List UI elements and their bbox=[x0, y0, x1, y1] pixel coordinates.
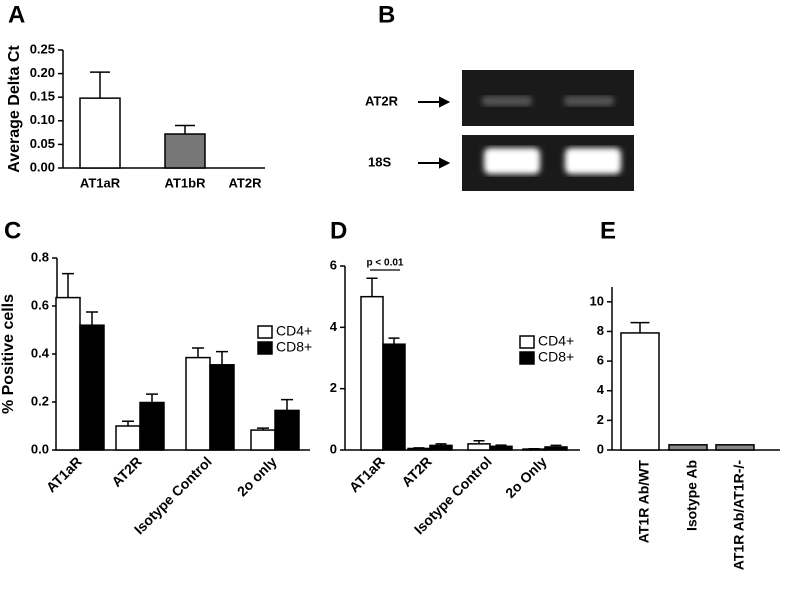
bar bbox=[165, 134, 205, 168]
bar bbox=[140, 402, 164, 450]
bar bbox=[275, 410, 299, 450]
x-tick-label: AT2R bbox=[229, 175, 263, 190]
y-tick-label: 6 bbox=[597, 353, 604, 368]
gel-row-label: 18S bbox=[368, 154, 391, 169]
panel-label: C bbox=[4, 217, 21, 244]
bar bbox=[210, 365, 234, 450]
y-tick-label: 0.10 bbox=[30, 112, 55, 127]
y-tick-label: 4 bbox=[330, 319, 338, 334]
bar bbox=[80, 325, 104, 450]
bar bbox=[251, 430, 275, 450]
annotation: p < 0.01 bbox=[367, 258, 404, 269]
panel-label: D bbox=[330, 217, 347, 244]
y-tick-label: 0.2 bbox=[31, 393, 49, 408]
x-tick-label: 2o only bbox=[234, 453, 280, 499]
y-tick-label: 0.6 bbox=[31, 297, 49, 312]
y-tick-label: 2 bbox=[597, 412, 604, 427]
x-tick-label: Isotype Ab bbox=[684, 460, 700, 531]
bar bbox=[621, 333, 659, 450]
y-tick-label: 0.20 bbox=[30, 65, 55, 80]
bar bbox=[383, 344, 405, 450]
legend-swatch bbox=[520, 336, 534, 348]
error-bar bbox=[367, 278, 378, 296]
legend-label: CD8+ bbox=[538, 349, 574, 365]
error-bar bbox=[631, 323, 650, 333]
y-tick-label: 6 bbox=[330, 257, 337, 272]
bar bbox=[468, 444, 490, 450]
legend-swatch bbox=[520, 352, 534, 364]
panel-label: B bbox=[378, 1, 395, 28]
bar bbox=[408, 448, 430, 450]
legend-label: CD4+ bbox=[276, 323, 312, 339]
panel-label: A bbox=[8, 1, 25, 28]
bar bbox=[716, 445, 754, 450]
error-bar bbox=[90, 72, 110, 98]
bar bbox=[669, 445, 707, 450]
bar bbox=[80, 98, 120, 168]
error-bar bbox=[216, 352, 228, 365]
x-tick-label: AT2R bbox=[398, 453, 434, 489]
y-tick-label: 0 bbox=[330, 441, 337, 456]
error-bar bbox=[175, 126, 195, 134]
x-tick-label: AT1R Ab/WT bbox=[636, 460, 652, 544]
legend-swatch bbox=[258, 326, 272, 338]
y-tick-label: 0.4 bbox=[31, 345, 50, 360]
y-tick-label: 0 bbox=[597, 441, 604, 456]
bar bbox=[186, 358, 210, 450]
bar bbox=[545, 447, 567, 450]
x-tick-label: 2o Only bbox=[502, 453, 550, 501]
gel-row-label: AT2R bbox=[365, 93, 399, 108]
error-bar bbox=[62, 274, 74, 298]
x-tick-label: AT1aR bbox=[43, 453, 85, 495]
y-tick-label: 2 bbox=[330, 380, 337, 395]
error-bar bbox=[192, 348, 204, 358]
error-bar bbox=[86, 312, 98, 325]
panel-label: E bbox=[600, 217, 616, 244]
error-bar bbox=[146, 394, 158, 402]
y-tick-label: 0.25 bbox=[30, 41, 55, 56]
bar bbox=[116, 426, 140, 450]
bar bbox=[361, 297, 383, 450]
x-tick-label: AT2R bbox=[108, 453, 144, 489]
x-tick-label: AT1bR bbox=[165, 175, 207, 190]
y-tick-label: 0.05 bbox=[30, 136, 55, 151]
x-tick-label: AT1R Ab/AT1R-/- bbox=[731, 460, 747, 571]
error-bar bbox=[389, 338, 400, 344]
y-axis-label: % Positive cells bbox=[0, 294, 17, 414]
gel-image bbox=[462, 70, 634, 191]
y-axis-label: Average Delta Ct bbox=[6, 45, 23, 173]
bar bbox=[56, 298, 80, 450]
y-tick-label: 0.15 bbox=[30, 89, 55, 104]
error-bar bbox=[281, 400, 293, 411]
y-tick-label: 0.8 bbox=[31, 249, 49, 264]
bar bbox=[430, 445, 452, 450]
legend-label: CD8+ bbox=[276, 339, 312, 355]
arrows bbox=[418, 98, 448, 167]
y-tick-label: 8 bbox=[597, 323, 604, 338]
legend-swatch bbox=[258, 342, 272, 354]
y-tick-label: 0.0 bbox=[31, 441, 49, 456]
y-tick-label: 10 bbox=[590, 293, 604, 308]
y-tick-label: 4 bbox=[597, 382, 605, 397]
error-bar bbox=[414, 448, 425, 449]
x-tick-label: AT1aR bbox=[346, 453, 388, 495]
y-tick-label: 0.00 bbox=[30, 159, 55, 174]
x-tick-label: AT1aR bbox=[80, 175, 121, 190]
legend-label: CD4+ bbox=[538, 333, 574, 349]
bar bbox=[490, 446, 512, 450]
